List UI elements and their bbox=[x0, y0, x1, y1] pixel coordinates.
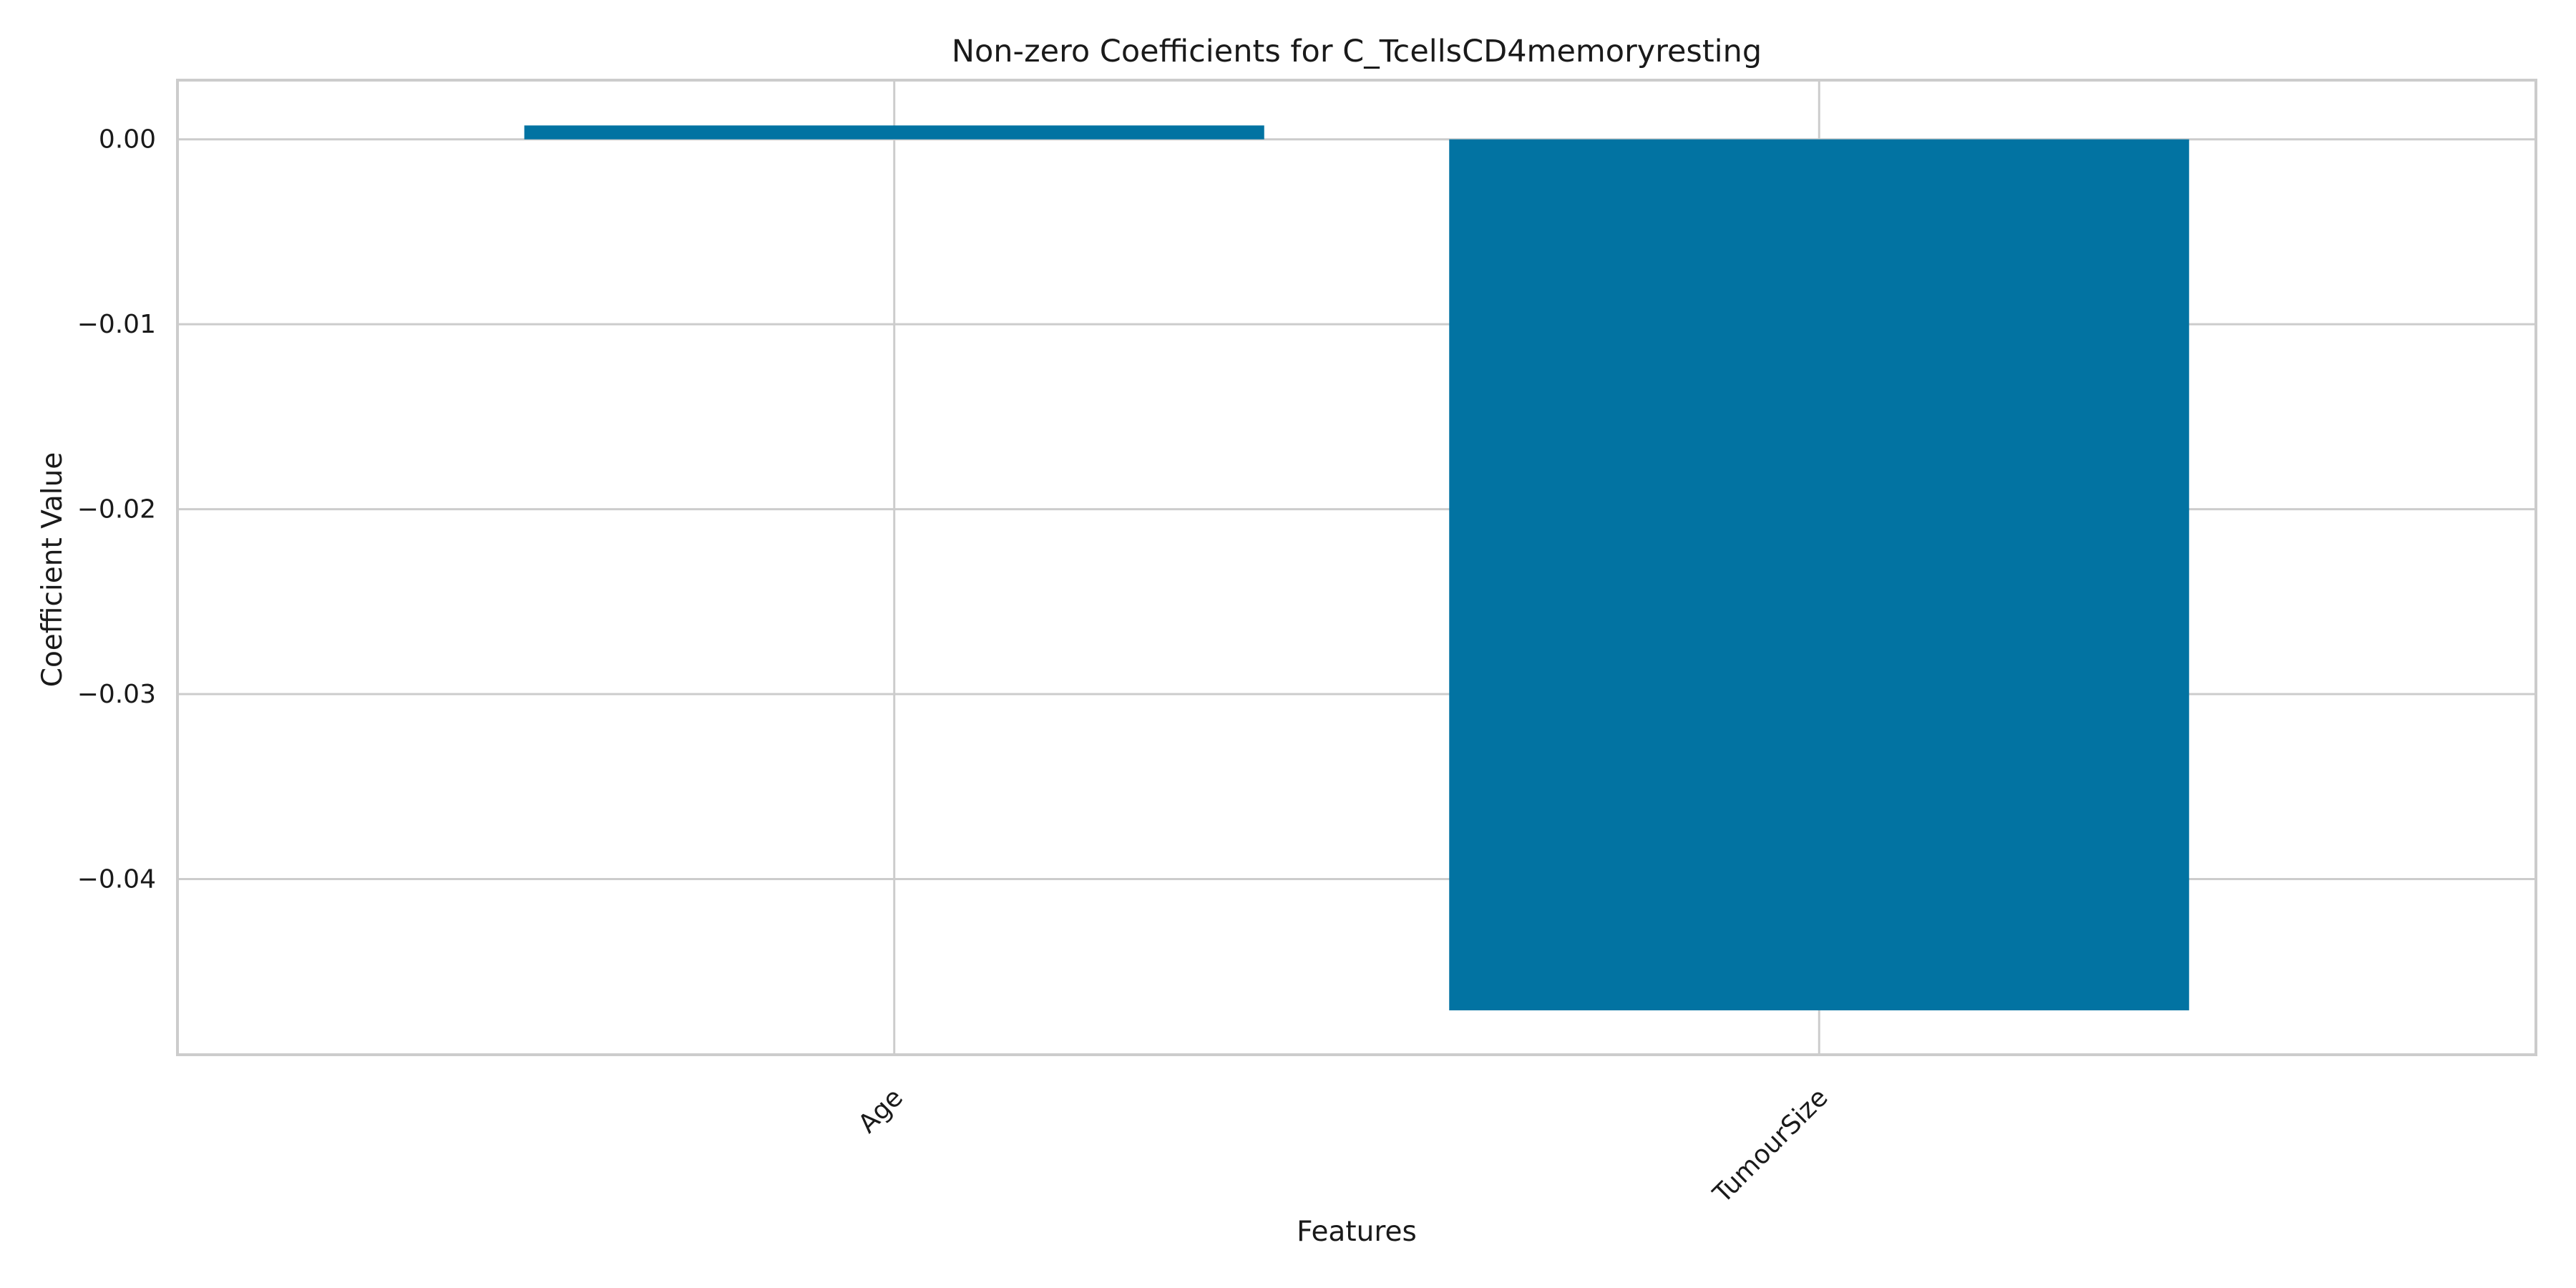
bars bbox=[524, 125, 2190, 1010]
plot-frame bbox=[176, 79, 2537, 1056]
y-tick-label: −0.01 bbox=[77, 310, 156, 339]
x-axis-label: Features bbox=[1297, 1216, 1417, 1248]
chart-title: Non-zero Coefficients for C_TcellsCD4mem… bbox=[952, 34, 1762, 69]
y-axis-label: Coefficient Value bbox=[36, 452, 69, 688]
y-tick-label: −0.04 bbox=[77, 864, 156, 894]
y-tick-label: −0.03 bbox=[77, 680, 156, 709]
y-tick-label: 0.00 bbox=[99, 125, 156, 155]
bar-age bbox=[524, 125, 1264, 140]
bar-tumoursize bbox=[1449, 139, 2190, 1010]
y-tick-labels: 0.00 −0.01 −0.02 −0.03 −0.04 bbox=[77, 125, 156, 894]
y-tick-label: −0.02 bbox=[77, 495, 156, 525]
